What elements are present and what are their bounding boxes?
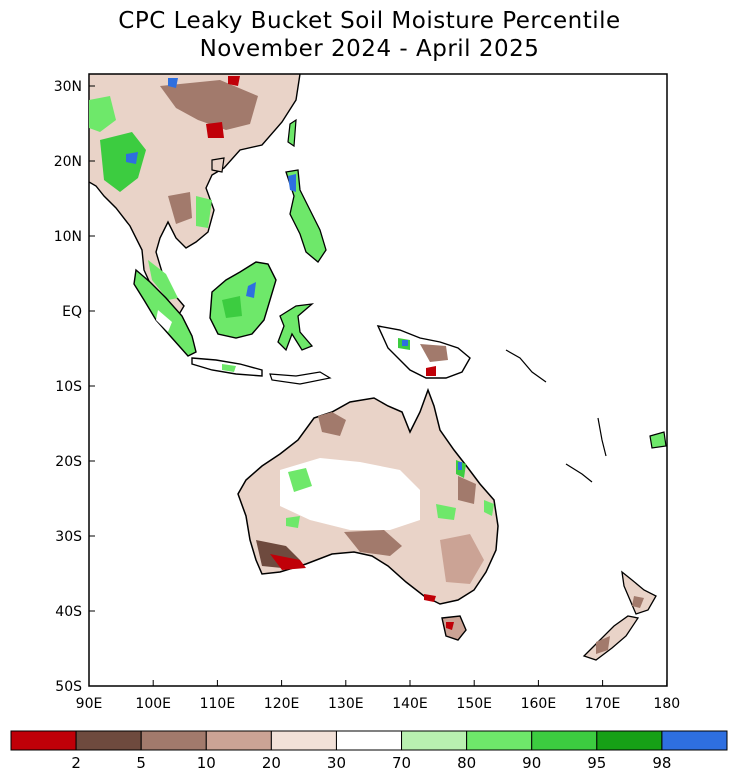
legend-label: 2 bbox=[71, 754, 81, 772]
legend-swatch bbox=[140, 730, 207, 751]
legend-swatch bbox=[75, 730, 142, 751]
extreme-dry-patch-china bbox=[206, 122, 224, 138]
normal-patch-sumatra bbox=[156, 310, 172, 332]
dry-patch-china bbox=[160, 80, 258, 130]
islands-fiji bbox=[649, 431, 667, 449]
island-sumatra bbox=[133, 268, 197, 357]
wet-patch-myanmar bbox=[100, 132, 146, 192]
lat-tick-label: 40S bbox=[55, 604, 82, 620]
legend-swatch bbox=[270, 730, 337, 751]
lon-tick-label: 120E bbox=[264, 696, 300, 712]
island-hainan bbox=[211, 157, 225, 173]
lat-tick-label: 10N bbox=[54, 229, 82, 245]
legend-label: 70 bbox=[392, 754, 411, 772]
island-nz-north bbox=[621, 570, 657, 615]
dry-patch-png bbox=[420, 344, 448, 362]
islands-solomon bbox=[505, 349, 547, 383]
landmass-mainland-asia bbox=[89, 74, 301, 318]
wet-patch-east-coast bbox=[484, 500, 494, 516]
legend-label: 80 bbox=[457, 754, 476, 772]
lat-tick-label: EQ bbox=[62, 304, 82, 320]
normal-patch-interior bbox=[280, 458, 420, 530]
legend-label: 5 bbox=[136, 754, 146, 772]
dry-patch-nsw bbox=[440, 534, 484, 584]
dry-patch-kimberley bbox=[318, 412, 346, 436]
dry-patch-nz-south bbox=[596, 636, 610, 654]
legend-swatch bbox=[466, 730, 533, 751]
wet-patch-central-west bbox=[288, 468, 312, 492]
lat-tick-label: 50S bbox=[55, 679, 82, 695]
wet-patch-java bbox=[222, 364, 236, 372]
legend-swatch bbox=[661, 730, 728, 751]
extreme-dry-patch-png bbox=[426, 366, 436, 376]
latitude-ticks: 30N 20N 10N EQ 10S 20S 30S 40S 50S bbox=[54, 79, 95, 695]
wet-patch-wa bbox=[286, 516, 300, 528]
lon-tick-label: 140E bbox=[392, 696, 428, 712]
wet-patch-qld bbox=[436, 504, 456, 520]
very-wet-patch-myanmar bbox=[126, 152, 138, 164]
lat-tick-label: 10S bbox=[55, 379, 82, 395]
legend-label: 20 bbox=[262, 754, 281, 772]
lon-tick-label: 150E bbox=[456, 696, 492, 712]
very-wet-patch-png bbox=[402, 340, 408, 346]
lon-tick-label: 100E bbox=[135, 696, 171, 712]
wet-patch-borneo bbox=[222, 296, 242, 318]
lat-tick-label: 20N bbox=[54, 154, 82, 170]
legend-label: 90 bbox=[522, 754, 541, 772]
legend-label: 98 bbox=[652, 754, 671, 772]
wet-patch-vietnam bbox=[196, 196, 212, 228]
legend-swatch bbox=[596, 730, 663, 751]
wet-patch-north bbox=[89, 96, 116, 132]
legend-swatch bbox=[335, 730, 403, 751]
very-wet-patch-borneo bbox=[246, 282, 256, 298]
island-taiwan bbox=[287, 118, 297, 148]
dry-patch-qld bbox=[458, 476, 476, 504]
dry-patch-cambodia bbox=[168, 192, 192, 224]
wet-patch-malaysia bbox=[148, 260, 178, 300]
longitude-ticks: 90E 100E 110E 120E 130E 140E 150E 160E 170E 180 bbox=[76, 680, 680, 712]
island-borneo bbox=[209, 261, 277, 339]
islands-lesser-sunda bbox=[269, 371, 332, 385]
dry-patch-south bbox=[344, 530, 402, 556]
legend-swatch bbox=[401, 730, 468, 751]
islands-philippines bbox=[285, 169, 327, 263]
lon-tick-label: 130E bbox=[328, 696, 364, 712]
island-sulawesi bbox=[277, 303, 315, 352]
extreme-dry-patch-victoria bbox=[424, 594, 436, 602]
legend-label: 30 bbox=[327, 754, 346, 772]
lat-tick-label: 30N bbox=[54, 79, 82, 95]
lon-tick-label: 180 bbox=[653, 696, 680, 712]
very-wet-patch-qld-coast bbox=[458, 462, 462, 470]
islands-vanuatu bbox=[597, 417, 607, 457]
lon-tick-label: 110E bbox=[200, 696, 236, 712]
map-title-line2: November 2024 - April 2025 bbox=[199, 36, 540, 62]
color-legend: 2 5 10 20 30 70 80 90 95 98 bbox=[10, 730, 728, 772]
legend-label: 10 bbox=[197, 754, 216, 772]
legend-label: 95 bbox=[587, 754, 606, 772]
extreme-dry-patch-north bbox=[228, 76, 240, 86]
lon-tick-label: 160E bbox=[521, 696, 557, 712]
lat-tick-label: 30S bbox=[55, 529, 82, 545]
lat-tick-label: 20S bbox=[55, 454, 82, 470]
island-new-caledonia bbox=[565, 463, 593, 483]
lon-tick-label: 90E bbox=[76, 696, 103, 712]
extreme-dry-patch-tasmania bbox=[446, 622, 454, 630]
very-wet-patch-north bbox=[168, 78, 178, 88]
lon-tick-label: 170E bbox=[585, 696, 621, 712]
dry-patch-nz-north bbox=[632, 596, 644, 608]
extreme-dry-patch-sw-wa bbox=[270, 554, 306, 570]
map-title-line1: CPC Leaky Bucket Soil Moisture Percentil… bbox=[118, 8, 621, 34]
legend-swatch bbox=[10, 730, 77, 751]
legend-swatch bbox=[205, 730, 272, 751]
very-wet-patch-luzon bbox=[288, 174, 296, 192]
legend-swatch bbox=[531, 730, 598, 751]
